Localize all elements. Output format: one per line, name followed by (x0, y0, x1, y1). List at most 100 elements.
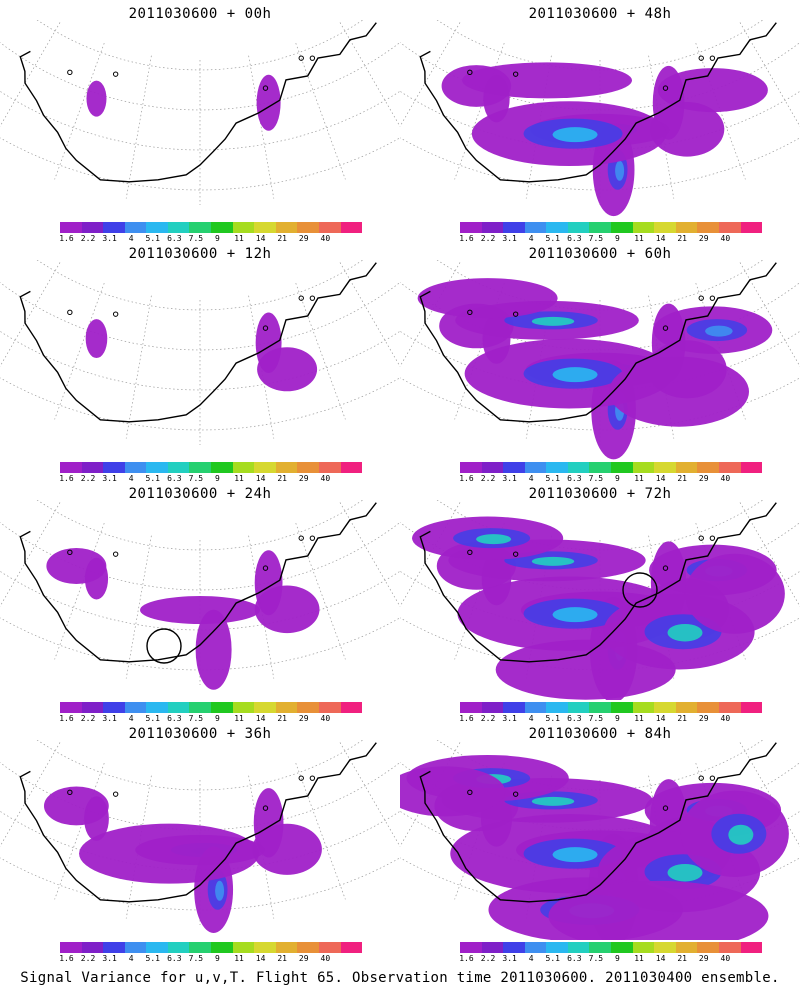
colorbar-tick-label: 6.3 (567, 714, 582, 723)
colorbar-swatch (318, 702, 341, 713)
colorbar-tick-label: 14 (255, 474, 266, 483)
island (709, 295, 716, 301)
colorbar-swatch (81, 462, 104, 473)
colorbar-swatch (524, 942, 547, 953)
colorbar-swatch (524, 462, 547, 473)
colorbar-tick-label: 1.6 (459, 474, 474, 483)
colorbar-tick-label: 11 (234, 714, 244, 723)
colorbar-swatch (718, 942, 741, 953)
map-plot (400, 500, 800, 700)
colorbar-labels: 1.6 2.2 3.1 4 5.1 6.3 7.5 9 11 14 21 29 40 (459, 954, 762, 964)
colorbar-tick-label: 5.1 (545, 714, 560, 723)
colorbar-tick-label: 11 (634, 234, 644, 243)
colorbar-swatch (275, 702, 298, 713)
map-panel: 2011030600 + 72h 1.6 2.2 3.1 4 5.1 6.3 7.5 9 11 14… (400, 480, 800, 723)
colorbar-swatch (740, 702, 763, 713)
colorbar-swatch (675, 222, 698, 233)
colorbar-swatch (654, 702, 676, 713)
island (67, 549, 73, 556)
island (512, 71, 519, 77)
colorbar-tick-label: 14 (655, 234, 666, 243)
map-plot (400, 740, 800, 940)
colorbar-tick-label: 21 (677, 714, 687, 723)
colorbar-swatch (103, 942, 125, 953)
colorbar-swatch (546, 942, 568, 953)
colorbar-swatch (503, 702, 525, 713)
colorbar-swatch (60, 942, 82, 953)
colorbar-tick-label: 9 (615, 234, 620, 243)
colorbar-swatch (189, 942, 212, 953)
colorbar-swatch (103, 702, 125, 713)
colorbar-swatch (232, 462, 255, 473)
colorbar-swatch (524, 702, 547, 713)
map-panel: 2011030600 + 24h 1.6 2.2 3.1 4 5.1 6.3 7.5 9 11 14… (0, 480, 400, 723)
colorbar-swatch (718, 702, 741, 713)
colorbar-tick-label: 4 (128, 474, 134, 483)
colorbar-swatch (297, 942, 319, 953)
colorbar-swatch (254, 942, 276, 953)
colorbar-swatch (697, 222, 719, 233)
colorbar-tick-label: 21 (277, 954, 287, 963)
map-panel: 2011030600 + 48h 1.6 2.2 3.1 4 5.1 6.3 7.5 9 11 14… (400, 0, 800, 243)
colorbar-tick-label: 5.1 (145, 474, 160, 483)
colorbar-swatch (611, 222, 633, 233)
colorbar-tick-label: 1.6 (59, 714, 74, 723)
map-panel: 2011030600 + 12h 1.6 2.2 3.1 4 5.1 6.3 7.5 9 11 14… (0, 240, 400, 483)
colorbar-tick-label: 14 (255, 714, 266, 723)
colorbar-tick-label: 9 (215, 714, 220, 723)
signal-variance-field (85, 312, 318, 392)
colorbar-swatch (254, 462, 276, 473)
island (698, 295, 704, 301)
island (112, 71, 119, 77)
coastline (19, 262, 377, 423)
colorbar-swatch (654, 462, 676, 473)
panel-title: 2011030600 + 12h (128, 246, 272, 262)
map-plot (0, 20, 400, 205)
colorbar (460, 222, 763, 233)
colorbar-tick-label: 6.3 (567, 954, 582, 963)
colorbar (60, 942, 363, 953)
colorbar-tick-label: 5.1 (145, 954, 160, 963)
island (662, 805, 669, 811)
colorbar-tick-label: 29 (298, 474, 309, 483)
colorbar-swatch (60, 222, 82, 233)
colorbar-swatch (275, 222, 298, 233)
signal-variance-field (412, 516, 785, 700)
colorbar-swatch (60, 462, 82, 473)
colorbar-swatch (60, 702, 82, 713)
colorbar-tick-label: 4 (528, 954, 534, 963)
colorbar-swatch (297, 222, 319, 233)
island (309, 55, 316, 61)
colorbar-labels: 1.6 2.2 3.1 4 5.1 6.3 7.5 9 11 14 21 29 40 (459, 714, 762, 724)
colorbar-swatch (189, 222, 212, 233)
colorbar-swatch (632, 702, 655, 713)
map-panel: 2011030600 + 36h 1.6 2.2 3.1 4 5.1 6.3 7.5 9 11 14… (0, 720, 400, 963)
colorbar-labels: 1.6 2.2 3.1 4 5.1 6.3 7.5 9 11 14 21 29 40 (59, 954, 362, 964)
island (662, 565, 669, 571)
colorbar-tick-label: 3.1 (502, 714, 517, 723)
island (512, 791, 519, 797)
map-plot (400, 20, 800, 217)
map-graticule (0, 260, 400, 445)
colorbar-tick-label: 2.2 (80, 234, 96, 243)
colorbar-swatch (567, 462, 590, 473)
colorbar-swatch (632, 222, 655, 233)
colorbar-tick-label: 11 (634, 954, 644, 963)
colorbar-swatch (567, 942, 590, 953)
colorbar-swatch (589, 222, 612, 233)
colorbar-swatch (589, 462, 612, 473)
colorbar-swatch (718, 222, 741, 233)
colorbar-swatch (503, 942, 525, 953)
colorbar-tick-label: 3.1 (502, 474, 517, 483)
colorbar-swatch (718, 462, 741, 473)
coastline (419, 262, 777, 423)
colorbar-swatch (654, 942, 676, 953)
colorbar-swatch (146, 462, 168, 473)
colorbar-tick-label: 5.1 (545, 234, 560, 243)
colorbar-swatch (567, 222, 590, 233)
colorbar-tick-label: 11 (234, 234, 244, 243)
island (112, 791, 119, 797)
colorbar-swatch (632, 942, 655, 953)
colorbar-tick-label: 9 (215, 474, 220, 483)
colorbar-tick-label: 14 (655, 954, 666, 963)
